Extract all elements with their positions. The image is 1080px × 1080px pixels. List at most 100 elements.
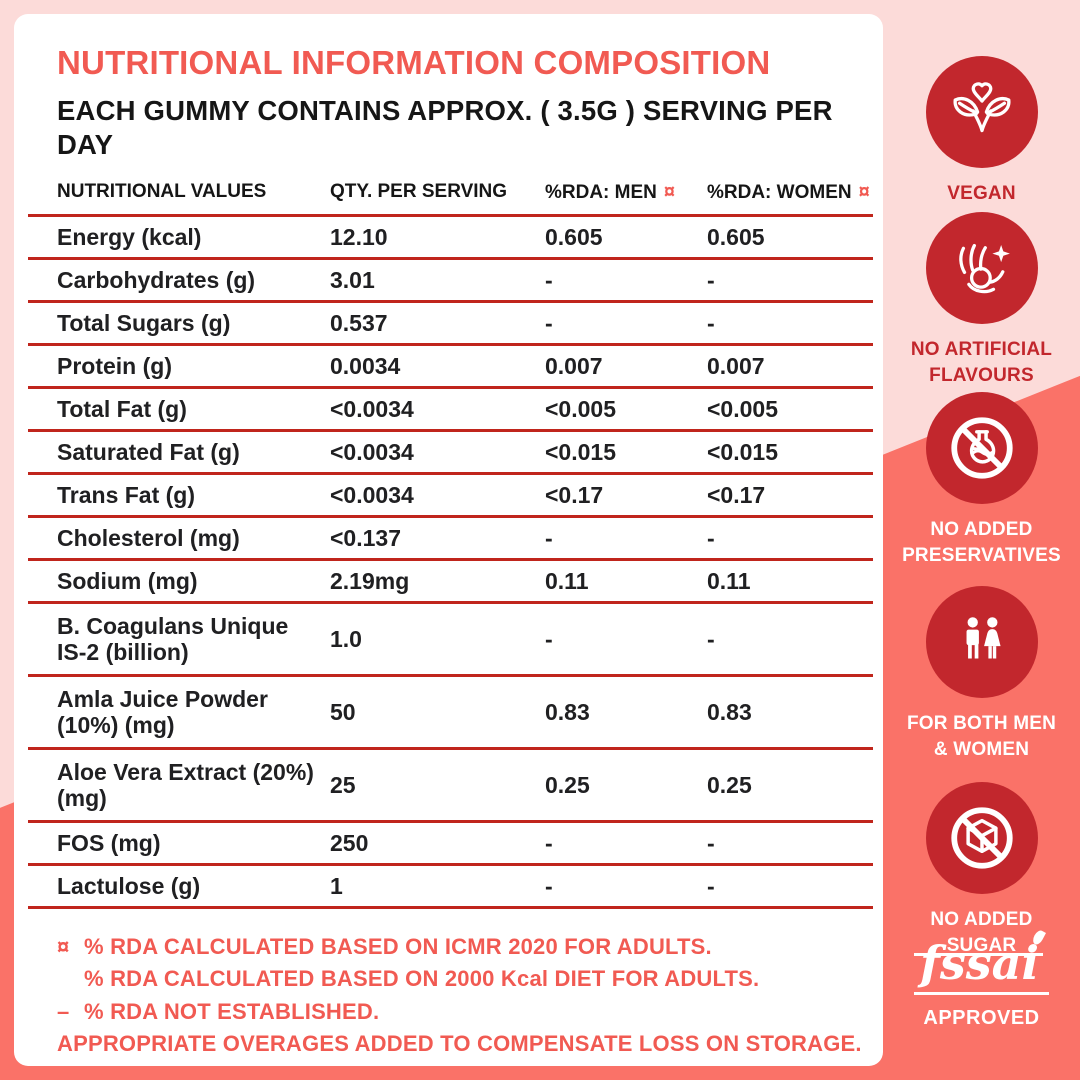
row-women-rda-value: <0.005 xyxy=(707,395,778,422)
row-qty-value: <0.0034 xyxy=(330,481,414,508)
row-men-rda-value: <0.17 xyxy=(545,481,604,508)
row-qty-value: 25 xyxy=(330,771,356,798)
fssai-approved-label: APPROVED xyxy=(923,1007,1040,1029)
badge-no-artificial-flavours: NO ARTIFICIAL FLAVOURS xyxy=(883,212,1080,388)
row-qty-value: 0.537 xyxy=(330,309,388,336)
nutrition-table: NUTRITIONAL VALUES QTY. PER SERVING %RDA… xyxy=(28,181,873,910)
no-flask-icon xyxy=(950,417,1013,479)
row-qty-value: 3.01 xyxy=(330,266,375,293)
row-men-rda-value: 0.25 xyxy=(545,771,590,798)
row-men-rda-value: - xyxy=(545,625,553,652)
row-women-rda-value: - xyxy=(707,625,715,652)
rda-currency-icon: ¤ xyxy=(663,181,676,204)
row-label: Lactulose (g) xyxy=(57,872,201,899)
row-women-rda-value: 0.25 xyxy=(707,771,752,798)
row-qty-value: 12.10 xyxy=(330,223,388,250)
badges-sidebar: VEGAN NO ARTIFICIAL FLAVOURS xyxy=(883,0,1080,1080)
badge-label: FOR BOTH MEN & WOMEN xyxy=(906,713,1057,760)
row-label: Protein (g) xyxy=(57,352,172,379)
badge-for-both-men-women: FOR BOTH MEN & WOMEN xyxy=(883,586,1080,762)
table-row: Cholesterol (mg) <0.137 - - xyxy=(28,518,873,562)
row-label: FOS (mg) xyxy=(57,829,161,856)
row-women-rda-value: 0.007 xyxy=(707,352,765,379)
row-label: Energy (kcal) xyxy=(57,223,202,250)
no-sugar-cube-icon xyxy=(950,807,1013,869)
fssai-logo: fssai xyxy=(914,938,1049,995)
table-row: B. Coagulans Unique IS-2 (billion) 1.0 -… xyxy=(28,604,873,678)
row-men-rda-value: <0.005 xyxy=(545,395,616,422)
fssai-approved-badge: fssai APPROVED xyxy=(883,938,1080,1030)
row-men-rda-value: - xyxy=(545,266,553,293)
footnote-line: % RDA CALCULATED BASED ON 2000 Kcal DIET… xyxy=(84,966,760,992)
row-label: B. Coagulans Unique IS-2 (billion) xyxy=(57,612,289,666)
row-qty-value: 50 xyxy=(330,698,356,725)
row-qty-value: 1 xyxy=(330,872,343,899)
badge-no-added-sugar: NO ADDED SUGAR xyxy=(883,782,1080,958)
row-label: Carbohydrates (g) xyxy=(57,266,256,293)
row-men-rda-value: - xyxy=(545,524,553,551)
row-qty-value: 0.0034 xyxy=(330,352,401,379)
row-men-rda-value: 0.11 xyxy=(545,567,589,594)
row-women-rda-value: - xyxy=(707,309,715,336)
header-rda-men: %RDA: MEN ¤ xyxy=(545,181,676,204)
footnote-line: –% RDA NOT ESTABLISHED. xyxy=(57,996,883,1028)
table-header-row: NUTRITIONAL VALUES QTY. PER SERVING %RDA… xyxy=(28,181,873,214)
footnotes: ¤% RDA CALCULATED BASED ON ICMR 2020 FOR… xyxy=(57,931,883,1060)
row-label: Saturated Fat (g) xyxy=(57,438,240,465)
serving-subtitle: EACH GUMMY CONTAINS APPROX. ( 3.5G ) SER… xyxy=(57,95,833,160)
row-label: Sodium (mg) xyxy=(57,567,198,594)
rda-currency-icon: ¤ xyxy=(57,934,70,960)
row-women-rda-value: 0.11 xyxy=(707,567,751,594)
row-qty-value: 250 xyxy=(330,829,369,856)
dash-icon: – xyxy=(57,998,70,1024)
row-women-rda-value: - xyxy=(707,266,715,293)
row-men-rda-value: - xyxy=(545,872,553,899)
row-women-rda-value: - xyxy=(707,872,715,899)
table-row: Protein (g) 0.0034 0.007 0.007 xyxy=(28,346,873,390)
row-men-rda-value: 0.605 xyxy=(545,223,603,250)
badge-label: VEGAN xyxy=(947,183,1016,204)
row-women-rda-value: - xyxy=(707,829,715,856)
page-title: NUTRITIONAL INFORMATION COMPOSITION xyxy=(57,44,771,81)
header-qty-per-serving: QTY. PER SERVING xyxy=(330,181,508,203)
table-row: Sodium (mg) 2.19mg 0.11 0.11 xyxy=(28,561,873,605)
row-label: Total Sugars (g) xyxy=(57,309,231,336)
table-row: Aloe Vera Extract (20%) (mg) 25 0.25 0.2… xyxy=(28,750,873,824)
footnote-line: ¤% RDA CALCULATED BASED ON ICMR 2020 FOR… xyxy=(57,931,883,963)
row-qty-value: <0.137 xyxy=(330,524,401,551)
row-label: Amla Juice Powder (10%) (mg) xyxy=(57,685,268,739)
row-men-rda-value: - xyxy=(545,309,553,336)
row-qty-value: 2.19mg xyxy=(330,567,410,594)
table-row: Amla Juice Powder (10%) (mg) 50 0.83 0.8… xyxy=(28,677,873,751)
row-label: Cholesterol (mg) xyxy=(57,524,240,551)
table-row: Trans Fat (g) <0.0034 <0.17 <0.17 xyxy=(28,475,873,519)
table-row: Saturated Fat (g) <0.0034 <0.015 <0.015 xyxy=(28,432,873,476)
row-label: Trans Fat (g) xyxy=(57,481,196,508)
badge-label: NO ADDED PRESERVATIVES xyxy=(902,519,1061,566)
row-women-rda-value: - xyxy=(707,524,715,551)
header-nutritional-values: NUTRITIONAL VALUES xyxy=(57,181,267,203)
nutrition-card: NUTRITIONAL INFORMATION COMPOSITION EACH… xyxy=(14,14,883,1066)
row-women-rda-value: <0.17 xyxy=(707,481,766,508)
table-row: Total Fat (g) <0.0034 <0.005 <0.005 xyxy=(28,389,873,433)
row-women-rda-value: <0.015 xyxy=(707,438,778,465)
row-qty-value: <0.0034 xyxy=(330,395,414,422)
row-label: Aloe Vera Extract (20%) (mg) xyxy=(57,758,314,812)
badge-label: NO ARTIFICIAL FLAVOURS xyxy=(910,339,1053,386)
table-row: Energy (kcal) 12.10 0.605 0.605 xyxy=(28,214,873,261)
badge-no-added-preservatives: NO ADDED PRESERVATIVES xyxy=(883,392,1080,568)
row-men-rda-value: 0.007 xyxy=(545,352,603,379)
table-row: Carbohydrates (g) 3.01 - - xyxy=(28,260,873,304)
table-row: Lactulose (g) 1 - - xyxy=(28,866,873,910)
row-qty-value: 1.0 xyxy=(330,625,362,652)
row-men-rda-value: <0.015 xyxy=(545,438,616,465)
row-men-rda-value: 0.83 xyxy=(545,698,590,725)
row-men-rda-value: - xyxy=(545,829,553,856)
men-women-icon xyxy=(966,617,1001,659)
row-qty-value: <0.0034 xyxy=(330,438,414,465)
row-label: Total Fat (g) xyxy=(57,395,187,422)
table-row: FOS (mg) 250 - - xyxy=(28,823,873,867)
table-body: Energy (kcal) 12.10 0.605 0.605 Carbohyd… xyxy=(28,214,873,910)
table-row: Total Sugars (g) 0.537 - - xyxy=(28,303,873,347)
